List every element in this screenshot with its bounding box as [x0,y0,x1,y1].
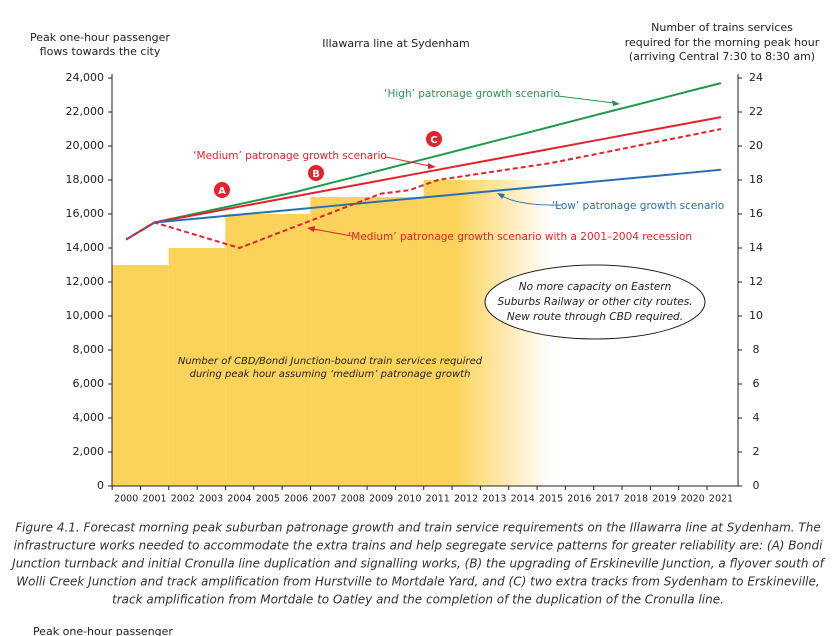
series-line [125,168,722,241]
x-tick-label: 2015 [539,494,563,505]
arrow [312,228,353,237]
arrow [612,100,620,106]
x-tick-label: 2013 [482,494,506,505]
x-tick-label: 2014 [511,494,535,505]
y-tick-label: 22,000 [66,105,105,118]
arrow [307,226,315,232]
annotation: ‘Medium’ patronage growth scenario [193,150,387,162]
marker-label: C [430,135,437,146]
train-step [423,180,552,486]
y2-title: required for the morning peak hour [625,36,820,49]
marker [214,182,230,198]
capacity-note: Suburbs Railway or other city routes. [497,296,692,308]
x-tick-label: 2010 [397,494,421,505]
y2-tick-label: 4 [753,411,760,424]
area-note: Number of CBD/Bondi Junction-bound train… [178,356,483,367]
y-tick-label: 8,000 [73,343,105,356]
x-tick-label: 2002 [171,494,195,505]
y-tick-label: 20,000 [66,139,105,152]
y-tick-label: 4,000 [73,411,105,424]
train-step [112,265,169,486]
capacity-note: No more capacity on Eastern [519,281,672,293]
annotations: ‘High’ patronage growth scenario ‘Medium… [178,88,724,380]
footer: Peak one-hour passenger [33,625,173,636]
y2-tick-label: 0 [753,479,760,492]
x-tick-label: 2000 [114,494,138,505]
x-tick-label: 2019 [652,494,676,505]
caption-line: infrastructure works needed to accommoda… [14,539,824,553]
x-tick-label: 2006 [284,494,308,505]
annotation: ‘High’ patronage growth scenario [384,88,560,100]
marker [426,131,442,147]
series-line [125,116,722,241]
x-tick-label: 2011 [426,494,450,505]
note-ellipse [484,264,706,340]
marker [308,165,324,181]
arrow [557,95,615,104]
x-tick-label: 2020 [681,494,705,505]
x-tick-label: 2001 [142,494,166,505]
capacity-note: New route through CBD required. [507,311,683,323]
caption-line: Wolli Creek Junction and track amplifica… [16,575,819,589]
x-tick-label: 2017 [596,494,620,505]
y2-title: Number of trains services [651,21,793,34]
x-tick-label: 2007 [312,494,336,505]
train-step [168,248,226,486]
y2-tick-label: 14 [749,241,763,254]
x-tick-label: 2003 [199,494,223,505]
x-tick-label: 2012 [454,494,478,505]
annotation: ‘Low’ patronage growth scenario [552,200,724,212]
x-tick-label: 2008 [341,494,365,505]
train-area [112,180,552,486]
series-line [125,128,722,250]
y-title: Peak one-hour passenger [30,31,170,44]
y2-tick-label: 20 [749,139,763,152]
y-tick-label: 10,000 [66,309,105,322]
chart-title: Illawarra line at Sydenham [322,37,469,50]
train-step [225,214,311,486]
y-tick-label: 12,000 [66,275,105,288]
y-tick-label: 14,000 [66,241,105,254]
marker-label: B [312,169,320,180]
y-tick-label: 16,000 [66,207,105,220]
caption-line: track amplification from Mortdale to Oat… [112,593,724,607]
y2-tick-label: 18 [749,173,763,186]
y2-tick-label: 24 [749,71,763,84]
y2-tick-label: 22 [749,105,763,118]
y-title: flows towards the city [40,45,161,58]
caption: Figure 4.1. Forecast morning peak suburb… [10,521,825,607]
arrow [497,193,505,199]
y2-tick-label: 12 [749,275,763,288]
caption-line: Junction turnback and initial Cronulla l… [10,557,825,571]
caption-line: Figure 4.1. Forecast morning peak suburb… [15,521,820,535]
y-tick-label: 24,000 [66,71,105,84]
y2-tick-label: 16 [749,207,763,220]
x-tick-label: 2016 [567,494,591,505]
x-tick-label: 2021 [709,494,733,505]
y2-title: (arriving Central 7:30 to 8:30 am) [629,50,815,63]
y-tick-label: 2,000 [73,445,105,458]
train-step [310,197,424,486]
x-tick-label: 2018 [624,494,648,505]
y2-tick-label: 2 [753,445,760,458]
marker-label: A [218,186,226,197]
series-line [125,82,722,241]
plot: 0 2,000 4,000 6,000 8,000 10,000 12,000 14,000 1… [66,71,764,505]
y-tick-label: 6,000 [73,377,105,390]
area-note: during peak hour assuming ‘medium’ patro… [190,369,471,380]
y-tick-label: 0 [97,479,104,492]
x-tick-label: 2005 [256,494,280,505]
arrow [428,163,436,169]
annotation: ‘Medium’ patronage growth scenario with … [348,231,692,243]
y2-tick-label: 8 [753,343,760,356]
x-tick-label: 2009 [369,494,393,505]
y2-tick-label: 10 [749,309,763,322]
y-tick-label: 18,000 [66,173,105,186]
arrow [385,156,431,167]
y2-tick-label: 6 [753,377,760,390]
arrow [501,195,563,206]
x-tick-label: 2004 [227,494,251,505]
